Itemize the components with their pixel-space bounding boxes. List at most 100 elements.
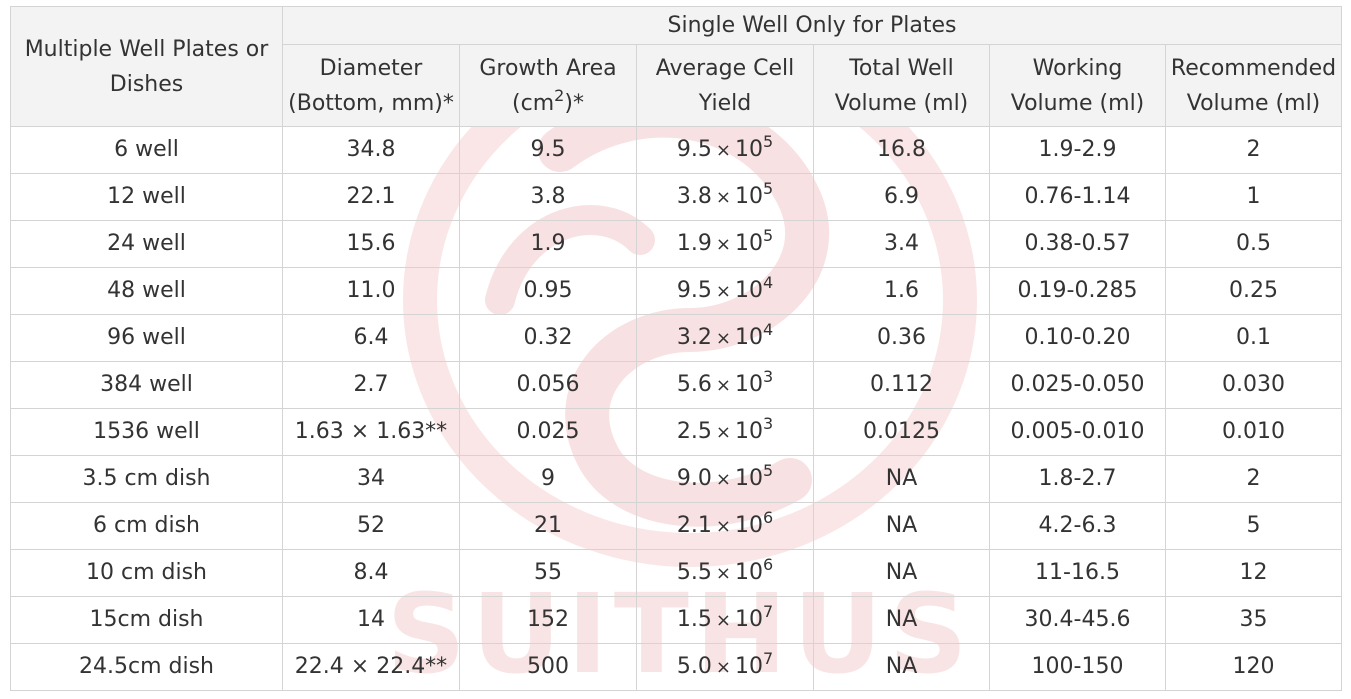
yield-base: 10	[734, 324, 763, 350]
cell-recommended-volume: 12	[1165, 549, 1342, 597]
header-growth-area-suffix: )*	[564, 90, 584, 116]
cell-plate-type: 96 well	[10, 314, 283, 362]
cell-total-volume: 16.8	[813, 126, 990, 174]
cell-growth-area: 0.056	[459, 361, 637, 409]
cell-plate-type: 15cm dish	[10, 596, 283, 644]
header-group-label: Single Well Only for Plates	[667, 12, 957, 38]
cell-yield: 5.5 × 106	[636, 549, 814, 597]
table-row: 15cm dish 14 152 1.5 × 107 NA 30.4-45.6 35	[10, 596, 1342, 644]
cell-recommended-volume: 35	[1165, 596, 1342, 644]
cell-plate-type: 24 well	[10, 220, 283, 268]
table-row: 96 well 6.4 0.32 3.2 × 104 0.36 0.10-0.20 0.1	[10, 314, 1342, 362]
header-growth-area-label: Growth Area	[479, 55, 617, 81]
cell-working-volume: 0.10-0.20	[989, 314, 1166, 362]
cell-total-volume: NA	[813, 549, 990, 597]
cell-diameter: 22.4 × 22.4**	[282, 643, 460, 691]
cell-growth-area: 0.32	[459, 314, 637, 362]
well-plate-table: Multiple Well Plates or Dishes Single We…	[10, 6, 1342, 691]
cell-working-volume: 1.8-2.7	[989, 455, 1166, 503]
cell-growth-area: 1.9	[459, 220, 637, 268]
cell-yield: 2.5 × 103	[636, 408, 814, 456]
yield-base: 10	[734, 136, 763, 162]
table-row: 12 well 22.1 3.8 3.8 × 105 6.9 0.76-1.14 1	[10, 173, 1342, 221]
yield-mantissa: 1.9	[676, 230, 712, 256]
cell-total-volume: 0.0125	[813, 408, 990, 456]
cell-diameter: 2.7	[282, 361, 460, 409]
yield-mantissa: 5.5	[676, 559, 712, 585]
cell-plate-type: 6 well	[10, 126, 283, 174]
table-row: 48 well 11.0 0.95 9.5 × 104 1.6 0.19-0.285 0.25	[10, 267, 1342, 315]
header-working-volume-label: Working Volume (ml)	[1010, 55, 1145, 116]
yield-base: 10	[734, 371, 763, 397]
yield-exponent: 7	[762, 648, 774, 668]
yield-mantissa: 9.0	[676, 465, 712, 491]
cell-working-volume: 0.19-0.285	[989, 267, 1166, 315]
cell-yield: 5.0 × 107	[636, 643, 814, 691]
cell-total-volume: 3.4	[813, 220, 990, 268]
header-plate-type-label: Multiple Well Plates or Dishes	[24, 36, 269, 97]
yield-times: ×	[715, 280, 731, 302]
cell-total-volume: NA	[813, 455, 990, 503]
header-growth-area-unit: cm	[520, 90, 555, 116]
cell-plate-type: 6 cm dish	[10, 502, 283, 550]
yield-times: ×	[715, 374, 731, 396]
cell-plate-type: 10 cm dish	[10, 549, 283, 597]
cell-diameter: 11.0	[282, 267, 460, 315]
table-row: 1536 well 1.63 × 1.63** 0.025 2.5 × 103 0.0125…	[10, 408, 1342, 456]
header-diameter-label: Diameter (Bottom, mm)*	[288, 55, 454, 116]
yield-base: 10	[734, 183, 763, 209]
cell-working-volume: 0.76-1.14	[989, 173, 1166, 221]
cell-total-volume: NA	[813, 643, 990, 691]
cell-growth-area: 9.5	[459, 126, 637, 174]
yield-times: ×	[715, 562, 731, 584]
header-total-volume-label: Total Well Volume (ml)	[834, 55, 969, 116]
cell-plate-type: 1536 well	[10, 408, 283, 456]
yield-times: ×	[715, 609, 731, 631]
cell-recommended-volume: 0.010	[1165, 408, 1342, 456]
table-row: 6 well 34.8 9.5 9.5 × 105 16.8 1.9-2.9 2	[10, 126, 1342, 174]
yield-mantissa: 9.5	[676, 136, 712, 162]
cell-yield: 1.9 × 105	[636, 220, 814, 268]
yield-times: ×	[715, 515, 731, 537]
yield-times: ×	[715, 421, 731, 443]
table-row: 24 well 15.6 1.9 1.9 × 105 3.4 0.38-0.57 0.5	[10, 220, 1342, 268]
cell-yield: 9.5 × 105	[636, 126, 814, 174]
yield-mantissa: 3.2	[676, 324, 712, 350]
yield-mantissa: 2.5	[676, 418, 712, 444]
cell-recommended-volume: 0.25	[1165, 267, 1342, 315]
yield-base: 10	[734, 606, 763, 632]
cell-yield: 3.2 × 104	[636, 314, 814, 362]
yield-times: ×	[715, 186, 731, 208]
cell-working-volume: 30.4-45.6	[989, 596, 1166, 644]
cell-yield: 5.6 × 103	[636, 361, 814, 409]
header-growth-area-sup: 2	[554, 85, 565, 105]
yield-times: ×	[715, 327, 731, 349]
cell-working-volume: 0.005-0.010	[989, 408, 1166, 456]
cell-working-volume: 0.38-0.57	[989, 220, 1166, 268]
header-group: Single Well Only for Plates	[282, 6, 1342, 45]
yield-mantissa: 5.0	[676, 653, 712, 679]
cell-yield: 9.5 × 104	[636, 267, 814, 315]
cell-plate-type: 24.5cm dish	[10, 643, 283, 691]
cell-total-volume: NA	[813, 502, 990, 550]
cell-diameter: 8.4	[282, 549, 460, 597]
cell-yield: 9.0 × 105	[636, 455, 814, 503]
yield-exponent: 6	[762, 507, 774, 527]
table-row: 6 cm dish 52 21 2.1 × 106 NA 4.2-6.3 5	[10, 502, 1342, 550]
cell-diameter: 34	[282, 455, 460, 503]
yield-exponent: 3	[762, 413, 774, 433]
cell-recommended-volume: 2	[1165, 455, 1342, 503]
cell-total-volume: NA	[813, 596, 990, 644]
cell-recommended-volume: 1	[1165, 173, 1342, 221]
cell-recommended-volume: 0.5	[1165, 220, 1342, 268]
yield-times: ×	[715, 468, 731, 490]
cell-diameter: 6.4	[282, 314, 460, 362]
cell-diameter: 1.63 × 1.63**	[282, 408, 460, 456]
cell-working-volume: 4.2-6.3	[989, 502, 1166, 550]
cell-growth-area: 9	[459, 455, 637, 503]
table-row: 10 cm dish 8.4 55 5.5 × 106 NA 11-16.5 12	[10, 549, 1342, 597]
yield-exponent: 6	[762, 554, 774, 574]
cell-plate-type: 48 well	[10, 267, 283, 315]
yield-times: ×	[715, 139, 731, 161]
header-cell-yield: Average Cell Yield	[636, 44, 814, 127]
